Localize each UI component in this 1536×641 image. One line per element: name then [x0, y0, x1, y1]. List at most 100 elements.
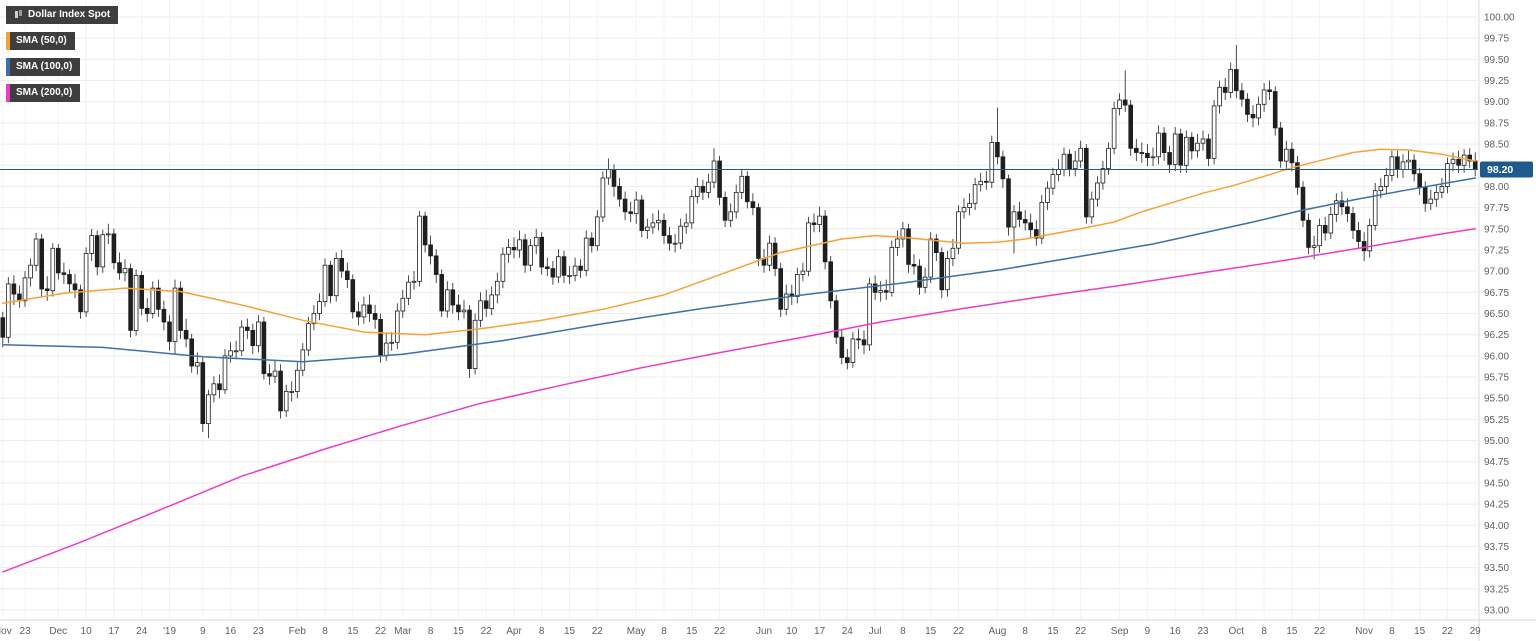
- svg-text:10: 10: [81, 626, 93, 637]
- svg-text:9: 9: [1145, 626, 1151, 637]
- svg-text:'19: '19: [163, 626, 176, 637]
- svg-text:98.50: 98.50: [1484, 140, 1509, 151]
- svg-text:Sep: Sep: [1111, 626, 1129, 637]
- svg-text:22: 22: [714, 626, 726, 637]
- svg-text:16: 16: [1170, 626, 1182, 637]
- svg-text:Jul: Jul: [869, 626, 882, 637]
- svg-text:22: 22: [1314, 626, 1326, 637]
- svg-text:99.00: 99.00: [1484, 97, 1509, 108]
- svg-text:Mar: Mar: [394, 626, 412, 637]
- sma-50-line[interactable]: [2, 148, 1476, 336]
- svg-text:95.50: 95.50: [1484, 394, 1509, 405]
- svg-text:23: 23: [1197, 626, 1209, 637]
- svg-text:Feb: Feb: [289, 626, 307, 637]
- svg-text:95.25: 95.25: [1484, 415, 1509, 426]
- svg-text:8: 8: [1389, 626, 1395, 637]
- svg-text:96.75: 96.75: [1484, 288, 1509, 299]
- svg-text:95.00: 95.00: [1484, 436, 1509, 447]
- svg-text:8: 8: [1261, 626, 1267, 637]
- svg-text:22: 22: [481, 626, 493, 637]
- svg-text:98.00: 98.00: [1484, 182, 1509, 193]
- svg-text:95.75: 95.75: [1484, 373, 1509, 384]
- svg-text:97.25: 97.25: [1484, 246, 1509, 257]
- svg-text:15: 15: [453, 626, 465, 637]
- svg-text:Jun: Jun: [756, 626, 772, 637]
- svg-text:97.75: 97.75: [1484, 203, 1509, 214]
- y-axis-panel[interactable]: [1479, 0, 1536, 641]
- y-axis-labels[interactable]: 100.00 99.75 99.50 99.25 99.00 98.75 98.50 98.0…: [1484, 13, 1515, 617]
- svg-text:94.00: 94.00: [1484, 521, 1509, 532]
- svg-text:94.50: 94.50: [1484, 478, 1509, 489]
- last-price-tag: 98.20: [1480, 161, 1533, 178]
- vertical-gridlines: [2, 0, 1476, 620]
- svg-text:23: 23: [253, 626, 265, 637]
- legend-sma-100[interactable]: SMA (100,0): [6, 58, 81, 76]
- chart-legend: Dollar Index Spot SMA (50,0) SMA (100,0)…: [6, 6, 119, 102]
- svg-text:15: 15: [1414, 626, 1426, 637]
- svg-text:15: 15: [925, 626, 937, 637]
- svg-text:97.00: 97.00: [1484, 267, 1509, 278]
- svg-text:98.75: 98.75: [1484, 118, 1509, 129]
- svg-text:Apr: Apr: [506, 626, 522, 637]
- svg-text:94.25: 94.25: [1484, 500, 1509, 511]
- svg-text:99.25: 99.25: [1484, 76, 1509, 87]
- svg-text:93.00: 93.00: [1484, 606, 1509, 617]
- svg-text:Dec: Dec: [49, 626, 67, 637]
- svg-text:99.50: 99.50: [1484, 55, 1509, 66]
- legend-sma-50[interactable]: SMA (50,0): [6, 32, 75, 50]
- svg-text:15: 15: [686, 626, 698, 637]
- svg-text:8: 8: [539, 626, 545, 637]
- svg-text:8: 8: [661, 626, 667, 637]
- svg-text:24: 24: [136, 626, 148, 637]
- svg-text:8: 8: [1022, 626, 1028, 637]
- svg-text:29: 29: [1470, 626, 1482, 637]
- svg-text:22: 22: [375, 626, 387, 637]
- svg-text:99.75: 99.75: [1484, 34, 1509, 45]
- svg-text:96.25: 96.25: [1484, 330, 1509, 341]
- svg-text:96.50: 96.50: [1484, 309, 1509, 320]
- svg-text:Nov: Nov: [0, 626, 12, 637]
- legend-sma-100-label: SMA (100,0): [16, 61, 73, 72]
- svg-text:Nov: Nov: [1355, 626, 1373, 637]
- svg-text:93.25: 93.25: [1484, 584, 1509, 595]
- svg-text:93.50: 93.50: [1484, 563, 1509, 574]
- svg-text:24: 24: [842, 626, 854, 637]
- svg-text:23: 23: [19, 626, 31, 637]
- svg-text:Aug: Aug: [989, 626, 1007, 637]
- svg-text:17: 17: [814, 626, 826, 637]
- x-axis-labels[interactable]: Nov 23 Dec 10 17 24 '19 9 16 23 Feb 8 15 22 Mar 8 15 22 Ap…: [0, 626, 1481, 637]
- svg-text:8: 8: [322, 626, 328, 637]
- svg-text:15: 15: [1286, 626, 1298, 637]
- svg-text:Oct: Oct: [1229, 626, 1245, 637]
- svg-text:10: 10: [786, 626, 798, 637]
- svg-text:22: 22: [1442, 626, 1454, 637]
- svg-text:97.50: 97.50: [1484, 224, 1509, 235]
- legend-sma-50-label: SMA (50,0): [16, 35, 67, 46]
- svg-text:98.20: 98.20: [1487, 164, 1513, 176]
- sma-100-line[interactable]: [2, 177, 1476, 363]
- legend-instrument[interactable]: Dollar Index Spot: [6, 6, 119, 24]
- svg-text:22: 22: [1075, 626, 1087, 637]
- svg-text:93.75: 93.75: [1484, 542, 1509, 553]
- svg-text:96.00: 96.00: [1484, 351, 1509, 362]
- svg-text:94.75: 94.75: [1484, 457, 1509, 468]
- svg-text:16: 16: [225, 626, 237, 637]
- svg-text:8: 8: [900, 626, 906, 637]
- candlestick-series[interactable]: [0, 45, 1478, 438]
- svg-text:9: 9: [200, 626, 206, 637]
- legend-sma-200[interactable]: SMA (200,0): [6, 84, 81, 102]
- svg-text:15: 15: [564, 626, 576, 637]
- svg-text:15: 15: [347, 626, 359, 637]
- legend-instrument-label: Dollar Index Spot: [28, 9, 111, 20]
- svg-text:May: May: [627, 626, 646, 637]
- svg-text:15: 15: [1047, 626, 1059, 637]
- svg-text:8: 8: [428, 626, 434, 637]
- svg-text:17: 17: [108, 626, 120, 637]
- candlestick-icon: [14, 10, 23, 19]
- sma-200-line[interactable]: [2, 228, 1476, 573]
- svg-text:22: 22: [592, 626, 604, 637]
- svg-text:100.00: 100.00: [1484, 13, 1515, 24]
- legend-sma-200-label: SMA (200,0): [16, 87, 73, 98]
